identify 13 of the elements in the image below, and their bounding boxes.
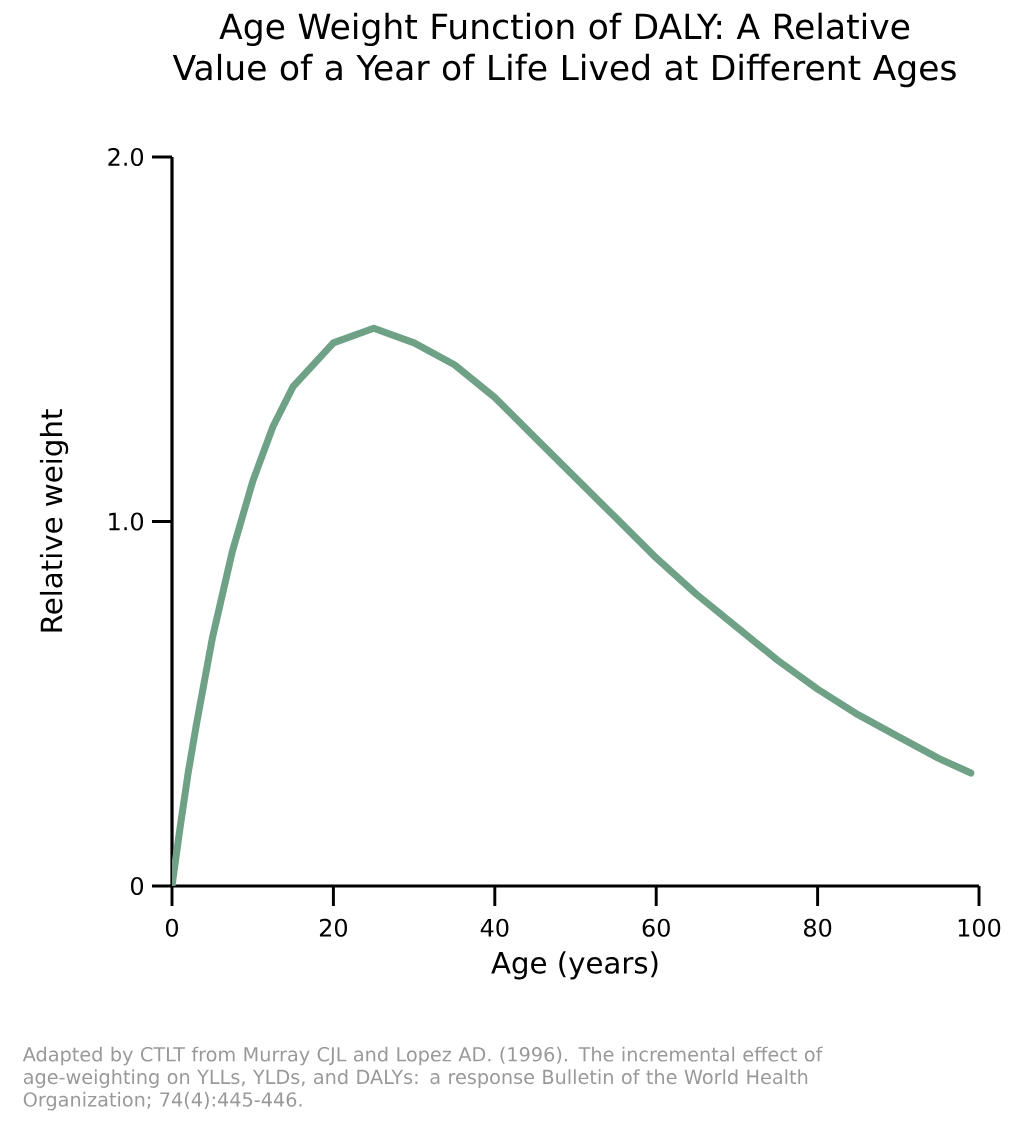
x-tick-label: 100 (958, 918, 1001, 937)
x-tick-label: 20 (319, 918, 348, 937)
chart-title: Age Weight Function of DALY: A Relative Value of a Year of Life Lived at Different Ages (172, 12, 956, 88)
x-tick-label: 0 (165, 918, 179, 937)
text: Adapted by CTLT from Murray CJL and Lopez AD. (1996). The incremental effect of age-weighting on YLLs, YLDs, and DALYs: a response Bulletin of the World Health Organization; 74(4):445-446. (22, 1046, 823, 1111)
y-axis-title: Relative weight (39, 409, 69, 632)
x-tick-label: 60 (642, 918, 670, 937)
y-tick-label: 2.0 (108, 147, 144, 167)
x-tick-label: 80 (804, 918, 832, 937)
y-tick-label: 1.0 (109, 512, 144, 531)
x-axis-title: Age (years) (491, 951, 658, 980)
x-tick-label: 40 (480, 918, 509, 937)
y-tick-label: 0 (131, 876, 144, 896)
